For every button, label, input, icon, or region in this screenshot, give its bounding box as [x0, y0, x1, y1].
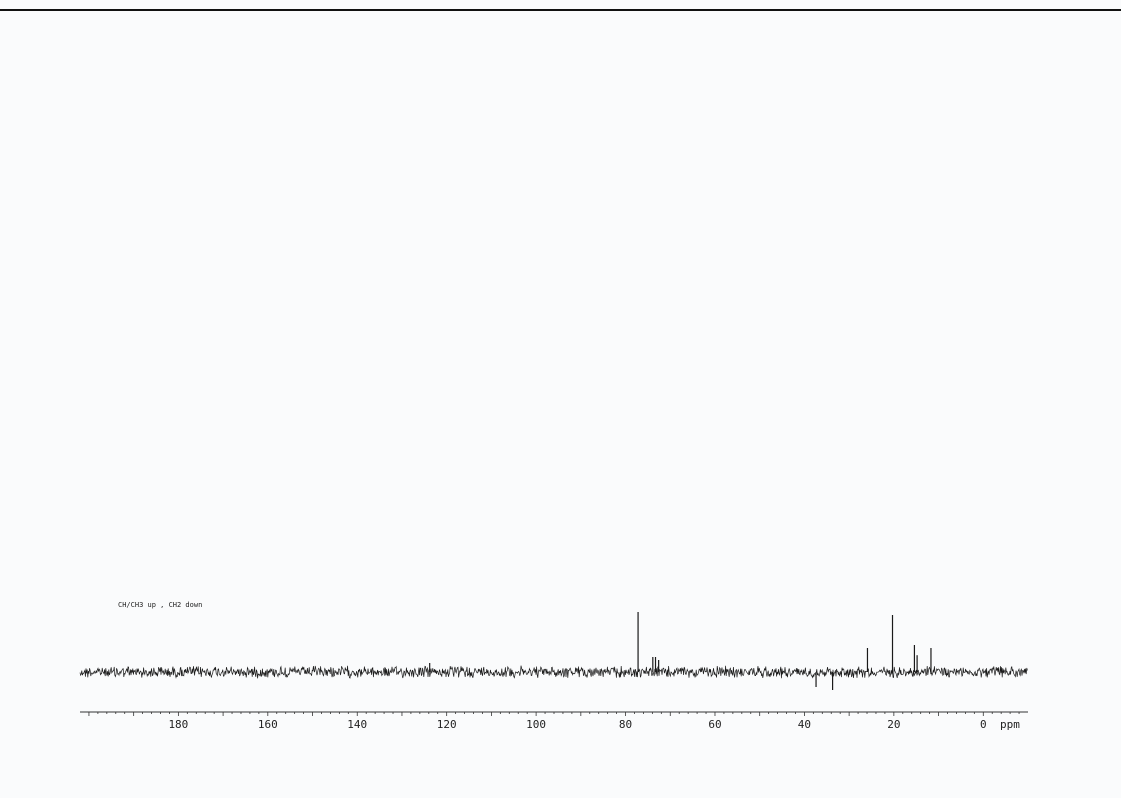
x-tick-label: 160	[258, 718, 278, 731]
x-axis-unit: ppm	[1000, 718, 1020, 731]
spectrum-annotation: CH/CH3 up , CH2 down	[118, 601, 202, 609]
x-tick-label: 100	[526, 718, 546, 731]
x-tick-labels: 180 160 140 120 100 80 60 40 20 0	[168, 718, 986, 731]
x-tick-label: 20	[887, 718, 900, 731]
x-tick-label: 80	[619, 718, 632, 731]
x-tick-label: 40	[798, 718, 811, 731]
spectrum-peaks	[429, 612, 932, 690]
x-axis	[80, 711, 1028, 716]
x-tick-label: 180	[168, 718, 188, 731]
top-border-rule	[0, 9, 1121, 11]
spectrum-trace	[79, 665, 1028, 679]
x-tick-label: 0	[980, 718, 987, 731]
x-tick-label: 60	[708, 718, 721, 731]
x-tick-label: 120	[437, 718, 457, 731]
x-tick-label: 140	[347, 718, 367, 731]
baseline-noise-trace	[79, 665, 1028, 679]
